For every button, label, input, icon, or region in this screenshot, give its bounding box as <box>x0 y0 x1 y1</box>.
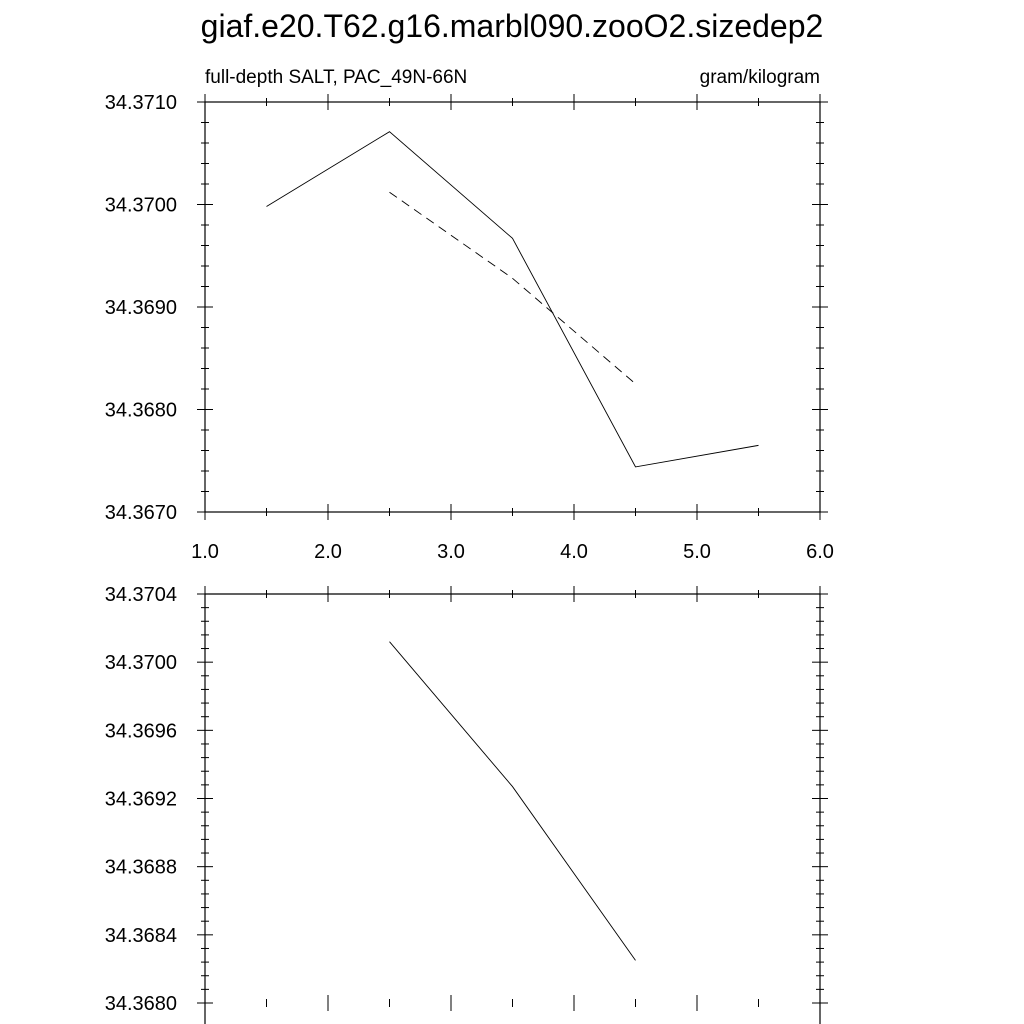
x-tick-label: 2.0 <box>314 541 342 563</box>
y-tick-label: 34.3680 <box>105 400 177 422</box>
y-tick-label: 34.3700 <box>105 195 177 217</box>
x-tick-label: 5.0 <box>683 541 711 563</box>
x-tick-label: 4.0 <box>560 541 588 563</box>
y-tick-label: 34.3710 <box>105 92 177 114</box>
y-tick-label: 34.3670 <box>105 502 177 524</box>
y-tick-label: 34.3704 <box>105 584 177 606</box>
chart-title: giaf.e20.T62.g16.marbl090.zooO2.sizedep2 <box>201 8 824 44</box>
right-string: gram/kilogram <box>700 67 820 88</box>
series-line-dashed <box>389 191 636 385</box>
y-tick-label: 34.3688 <box>105 857 177 879</box>
top-panel: full-depth SALT, PAC_49N-66N gram/kilogr… <box>105 67 834 563</box>
left-string: full-depth SALT, PAC_49N-66N <box>205 67 467 88</box>
series-line-solid <box>389 641 636 961</box>
y-tick-label: 34.3680 <box>105 993 177 1015</box>
y-tick-label: 34.3684 <box>105 925 177 947</box>
y-tick-label: 34.3700 <box>105 652 177 674</box>
y-tick-label: 34.3690 <box>105 297 177 319</box>
x-tick-label: 6.0 <box>806 541 834 563</box>
y-tick-label: 34.3696 <box>105 720 177 742</box>
bottom-panel: 34.3680 34.3684 34.3688 34.3692 34.3696 34.37… <box>105 584 828 1024</box>
series-line-solid <box>266 131 759 468</box>
x-tick-label: 3.0 <box>437 541 465 563</box>
x-tick-label: 1.0 <box>191 541 219 563</box>
tick-marks <box>197 586 828 1011</box>
y-tick-label: 34.3692 <box>105 789 177 811</box>
tick-marks <box>197 94 828 520</box>
